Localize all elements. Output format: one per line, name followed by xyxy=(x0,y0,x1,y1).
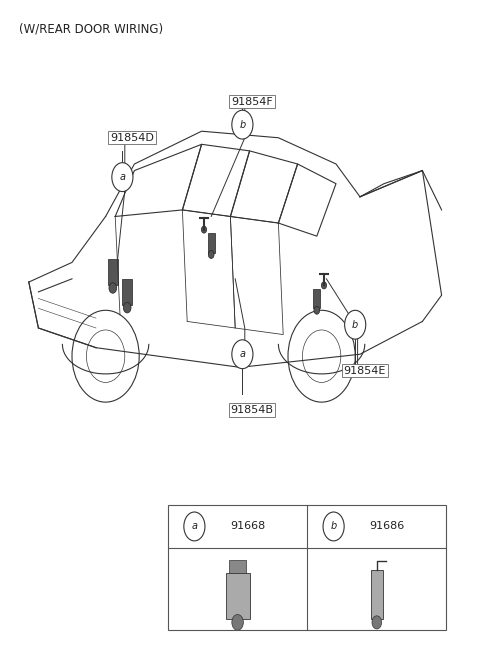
Bar xyxy=(229,560,246,573)
Bar xyxy=(313,289,321,308)
Bar xyxy=(108,259,118,285)
Circle shape xyxy=(314,306,320,314)
Text: 91854D: 91854D xyxy=(110,133,154,143)
Bar xyxy=(122,279,132,305)
Circle shape xyxy=(202,226,206,233)
Text: b: b xyxy=(239,119,246,130)
Circle shape xyxy=(322,282,326,289)
Bar xyxy=(371,570,383,619)
Circle shape xyxy=(345,310,366,339)
Text: 91668: 91668 xyxy=(230,522,265,531)
Circle shape xyxy=(372,616,382,629)
Circle shape xyxy=(123,302,131,313)
Bar xyxy=(226,573,250,619)
Text: b: b xyxy=(352,319,359,330)
Text: a: a xyxy=(120,172,125,182)
Text: (W/REAR DOOR WIRING): (W/REAR DOOR WIRING) xyxy=(19,23,163,36)
Circle shape xyxy=(112,163,133,192)
Text: 91854F: 91854F xyxy=(231,96,273,107)
Text: 91854B: 91854B xyxy=(230,405,274,415)
Text: a: a xyxy=(240,349,245,359)
Circle shape xyxy=(232,340,253,369)
Text: b: b xyxy=(330,522,337,531)
Circle shape xyxy=(109,283,117,293)
Circle shape xyxy=(232,110,253,139)
Bar xyxy=(207,233,215,253)
Circle shape xyxy=(232,615,243,630)
Circle shape xyxy=(184,512,205,541)
Circle shape xyxy=(323,512,344,541)
Circle shape xyxy=(208,251,214,258)
Bar xyxy=(168,505,446,630)
Text: 91854E: 91854E xyxy=(344,365,386,376)
Text: a: a xyxy=(192,522,197,531)
Text: 91686: 91686 xyxy=(370,522,405,531)
